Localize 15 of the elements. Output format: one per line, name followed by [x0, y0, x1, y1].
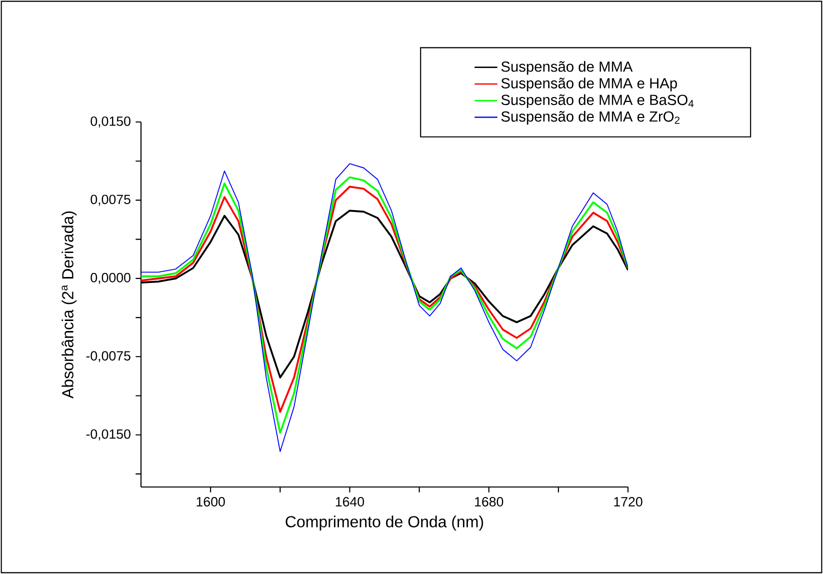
y-axis-title: Absorbância (2$^{a}$ Derivada)	[62, 212, 77, 398]
legend-label: Suspensão de MMA	[501, 61, 633, 75]
legend-label: Suspensão de MMA e BaSO$_{4}$	[501, 94, 694, 108]
y-tick-label: -0,0150	[86, 429, 130, 440]
y-tick-label: 0,0150	[90, 116, 130, 128]
y-tick-label: -0,0075	[86, 351, 130, 362]
x-tick-label: 1680	[475, 497, 504, 506]
x-axis-title: Comprimento de Onda (nm)	[286, 516, 484, 531]
x-tick-label: 1720	[614, 497, 642, 506]
legend-label: Suspensão de MMA e HAp	[501, 78, 677, 92]
legend-label: Suspensão de MMA e ZrO$_{2}$	[501, 110, 680, 125]
y-tick-label: 0,0075	[90, 194, 130, 206]
x-tick-label: 1640	[336, 497, 364, 506]
x-tick-label: 1600	[196, 497, 225, 506]
y-tick-label: 0,0000	[90, 272, 130, 284]
